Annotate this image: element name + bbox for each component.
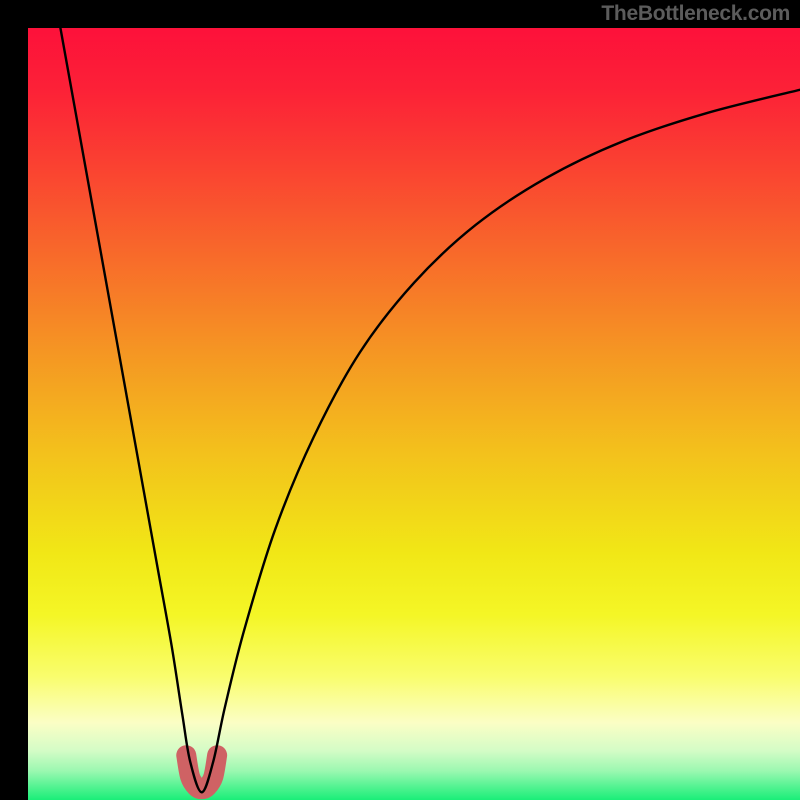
- watermark-text: TheBottleneck.com: [601, 2, 790, 26]
- plot-background: [28, 28, 800, 800]
- bottleneck-chart: TheBottleneck.com: [0, 0, 800, 800]
- chart-svg: [0, 0, 800, 800]
